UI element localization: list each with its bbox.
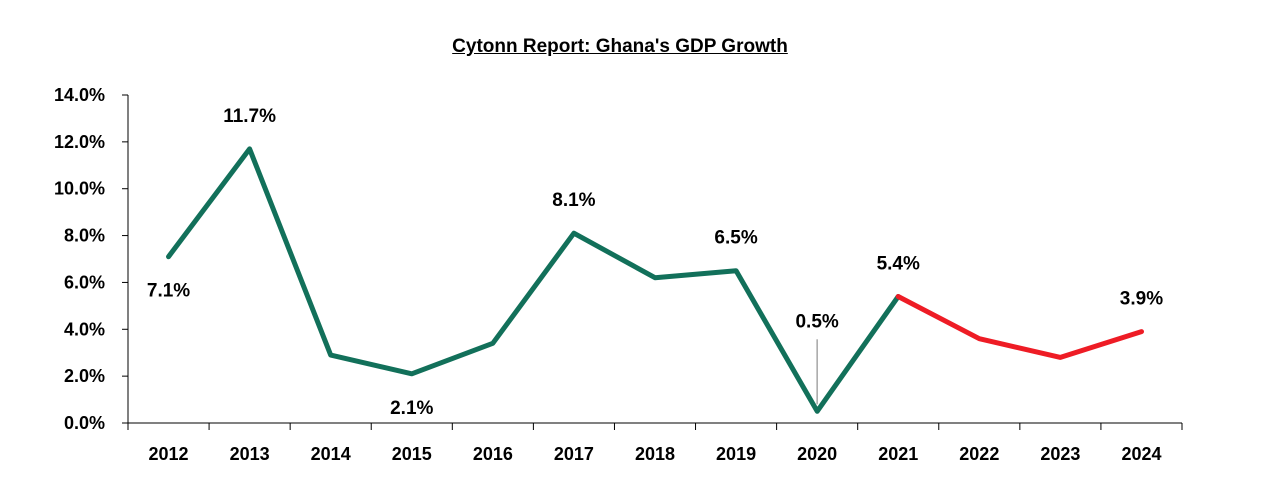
y-tick-label: 0.0% [64,413,105,433]
x-tick-label: 2014 [311,444,351,464]
data-label: 11.7% [223,106,276,127]
y-tick-label: 8.0% [64,226,105,246]
x-tick-label: 2013 [230,444,270,464]
x-tick-label: 2021 [878,444,918,464]
y-tick-label: 4.0% [64,319,105,339]
x-tick-label: 2019 [716,444,756,464]
data-label: 8.1% [552,190,595,211]
x-tick-label: 2018 [635,444,675,464]
data-label: 7.1% [147,281,190,302]
y-tick-label: 6.0% [64,272,105,292]
series-segment-1 [166,146,901,414]
series-line [166,146,1144,414]
x-tick-label: 2023 [1040,444,1080,464]
chart-title: Cytonn Report: Ghana's GDP Growth [452,36,788,57]
data-label: 5.4% [877,253,920,274]
axes: 0.0% 2.0% 4.0% 6.0% 8.0% 10.0% 12.0% 14.0% 2012 2… [54,85,1183,464]
x-tick-label: 2015 [392,444,432,464]
x-tick-label: 2022 [959,444,999,464]
data-label: 0.5% [795,311,838,332]
x-tick-label: 2024 [1121,444,1161,464]
y-tick-label: 14.0% [54,85,105,105]
series-segment-2 [895,294,1144,360]
data-labels: 7.1% 11.7% 2.1% 8.1% 6.5% 0.5% 5.4% 3.9% [147,106,1163,419]
data-label: 2.1% [390,398,433,419]
x-tick-label: 2020 [797,444,837,464]
x-tick-label: 2012 [149,444,189,464]
y-tick-label: 12.0% [54,132,105,152]
x-tick-label: 2017 [554,444,594,464]
y-tick-label: 2.0% [64,366,105,386]
x-tick-label: 2016 [473,444,513,464]
data-label: 6.5% [714,228,757,249]
data-label: 3.9% [1120,289,1163,310]
y-tick-label: 10.0% [54,179,105,199]
